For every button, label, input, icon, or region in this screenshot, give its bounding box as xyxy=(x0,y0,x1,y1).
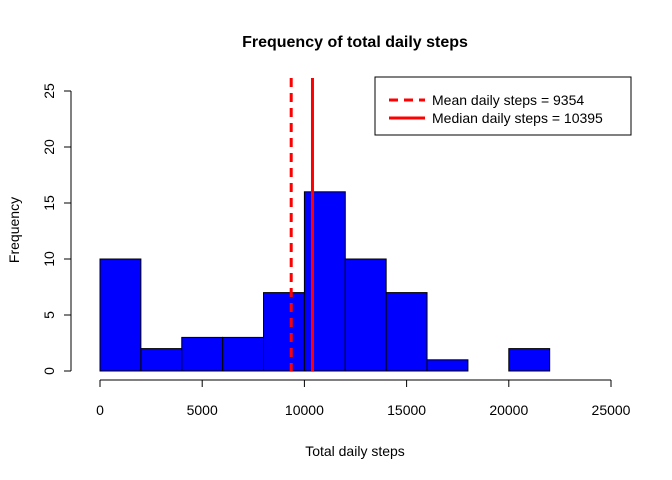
x-axis-label: Total daily steps xyxy=(305,443,405,459)
x-tick-label: 15000 xyxy=(387,402,426,418)
x-tick-label: 25000 xyxy=(592,402,631,418)
y-tick-label: 25 xyxy=(41,83,57,99)
histogram-bar xyxy=(426,359,469,372)
y-tick-label: 5 xyxy=(41,311,57,319)
histogram-bar xyxy=(181,336,224,372)
y-tick-label: 0 xyxy=(41,367,57,375)
histogram-bar xyxy=(385,292,428,372)
histogram-bar xyxy=(99,258,142,372)
histogram-bar xyxy=(140,348,183,372)
x-tick-label: 20000 xyxy=(489,402,528,418)
x-tick-label: 10000 xyxy=(285,402,324,418)
legend-entry: Median daily steps = 10395 xyxy=(432,110,603,126)
legend-entry: Mean daily steps = 9354 xyxy=(432,92,584,108)
chart-title: Frequency of total daily steps xyxy=(242,34,468,51)
histogram-bar xyxy=(222,336,265,372)
histogram-bar xyxy=(508,348,551,372)
y-tick-label: 15 xyxy=(41,195,57,211)
x-tick-label: 0 xyxy=(96,402,104,418)
histogram-bar xyxy=(303,191,346,372)
plot-area: 0 5000 10000 15000 20000 25000 0 5 10 15 20 25 Mean … xyxy=(41,76,632,418)
histogram-bar xyxy=(344,258,387,372)
legend-box xyxy=(374,76,632,136)
y-tick-label: 10 xyxy=(41,251,57,267)
x-tick-label: 5000 xyxy=(187,402,218,418)
y-tick-label: 20 xyxy=(41,139,57,155)
y-axis-label: Frequency xyxy=(6,197,22,263)
histogram-bar xyxy=(263,292,305,372)
